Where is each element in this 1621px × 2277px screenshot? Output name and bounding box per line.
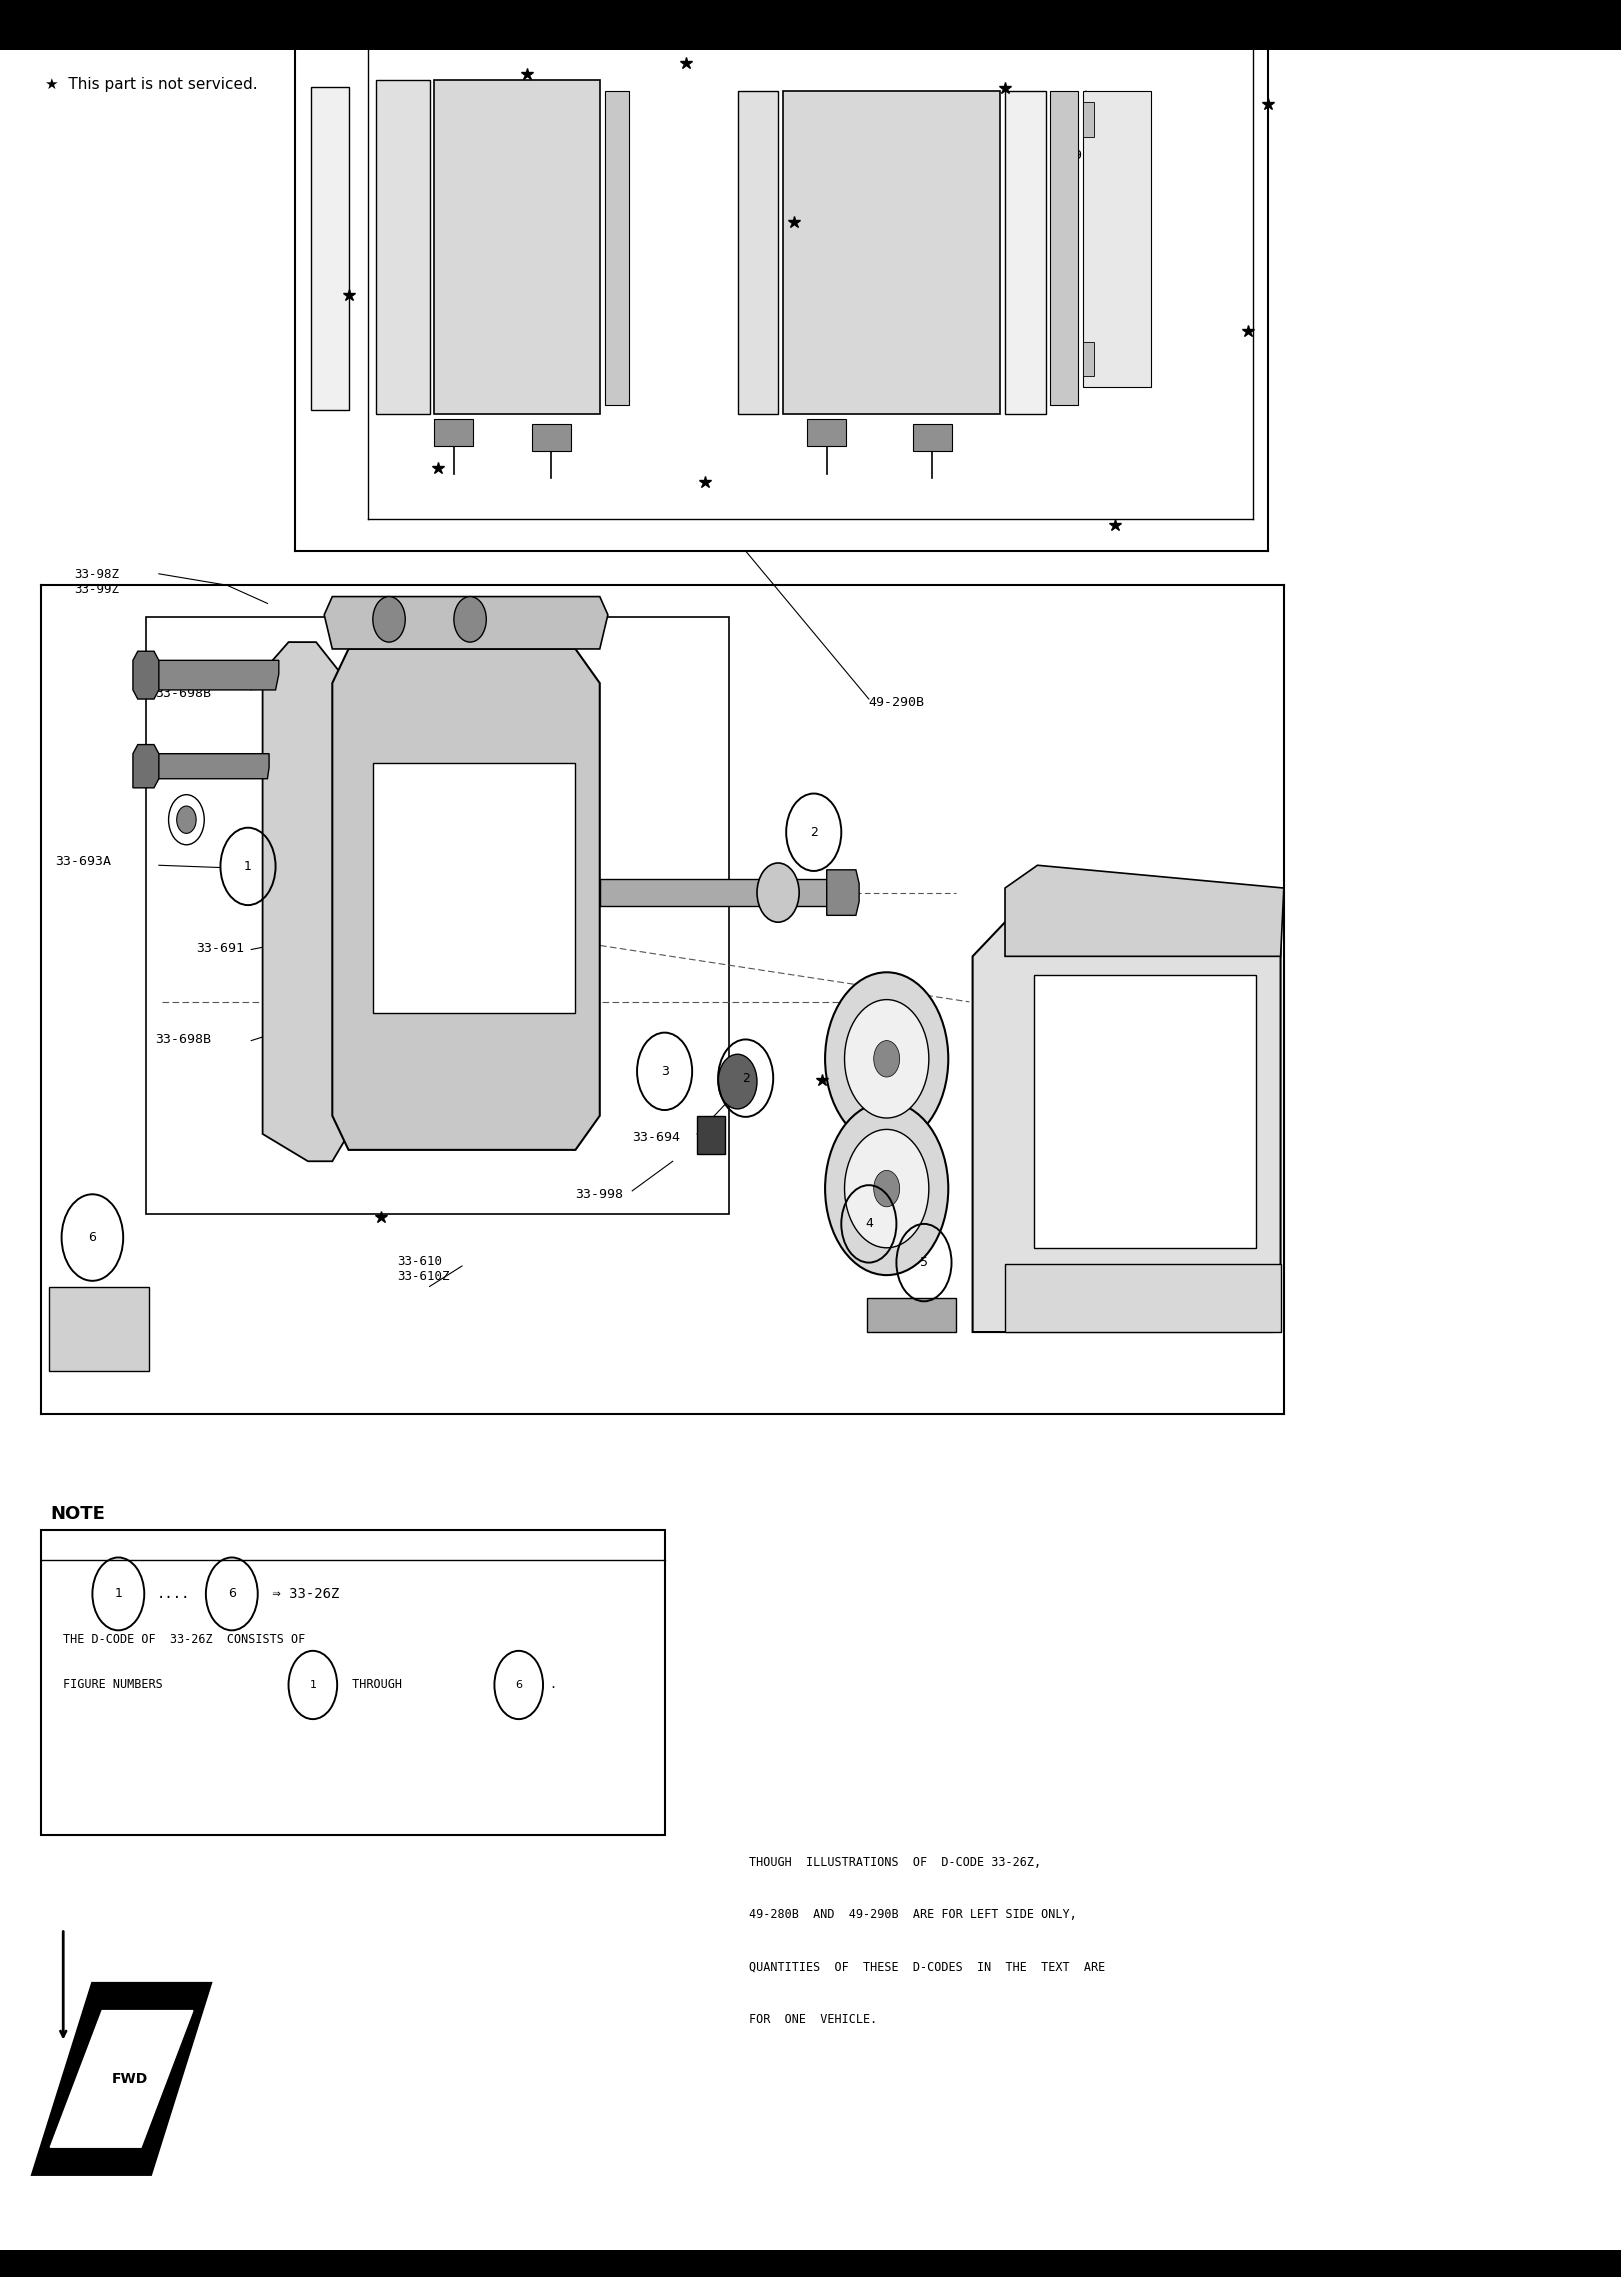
Polygon shape <box>1005 91 1046 414</box>
Bar <box>146 617 729 1214</box>
Polygon shape <box>324 597 608 649</box>
Polygon shape <box>600 879 827 906</box>
Polygon shape <box>1083 91 1151 387</box>
Text: 2: 2 <box>742 1072 749 1084</box>
Text: 2: 2 <box>810 827 817 838</box>
Text: 49-290B: 49-290B <box>869 697 926 708</box>
Text: 49-280B  AND  49-290B  ARE FOR LEFT SIDE ONLY,: 49-280B AND 49-290B ARE FOR LEFT SIDE ON… <box>749 1908 1076 1922</box>
Polygon shape <box>1005 865 1284 956</box>
Circle shape <box>757 863 799 922</box>
Polygon shape <box>1034 975 1256 1248</box>
Circle shape <box>718 1054 757 1109</box>
Text: 3: 3 <box>661 1066 668 1077</box>
Polygon shape <box>434 419 473 446</box>
Polygon shape <box>32 1983 211 2175</box>
Text: QUANTITIES  OF  THESE  D-CODES  IN  THE  TEXT  ARE: QUANTITIES OF THESE D-CODES IN THE TEXT … <box>749 1960 1106 1974</box>
Bar <box>0 2250 1621 2277</box>
Polygon shape <box>973 888 1281 1332</box>
Polygon shape <box>913 424 952 451</box>
Polygon shape <box>1083 342 1094 376</box>
Text: 33-610
33-610Z: 33-610 33-610Z <box>397 1255 449 1284</box>
Text: 1: 1 <box>310 1680 316 1690</box>
Polygon shape <box>532 424 571 451</box>
Polygon shape <box>867 1298 956 1332</box>
Circle shape <box>845 1000 929 1118</box>
Text: 6: 6 <box>229 1587 235 1601</box>
Polygon shape <box>1005 1264 1281 1332</box>
Text: NOTE: NOTE <box>50 1505 105 1523</box>
Circle shape <box>845 1129 929 1248</box>
Bar <box>41 1530 665 1835</box>
Circle shape <box>373 597 405 642</box>
Polygon shape <box>697 1116 725 1154</box>
Polygon shape <box>50 2011 193 2147</box>
Polygon shape <box>1083 102 1094 137</box>
Text: FIGURE NUMBERS: FIGURE NUMBERS <box>63 1678 170 1692</box>
Circle shape <box>825 1102 948 1275</box>
Polygon shape <box>376 80 430 414</box>
Polygon shape <box>263 642 349 1161</box>
Text: THOUGH  ILLUSTRATIONS  OF  D-CODE 33-26Z,: THOUGH ILLUSTRATIONS OF D-CODE 33-26Z, <box>749 1856 1041 1869</box>
Polygon shape <box>807 419 846 446</box>
Polygon shape <box>1050 91 1078 405</box>
Polygon shape <box>738 91 778 414</box>
Text: 49-280B: 49-280B <box>1067 150 1123 162</box>
Text: FOR  ONE  VEHICLE.: FOR ONE VEHICLE. <box>749 2013 877 2027</box>
Polygon shape <box>311 87 349 410</box>
Text: 4: 4 <box>866 1218 872 1230</box>
Circle shape <box>454 597 486 642</box>
Text: 5: 5 <box>921 1257 927 1268</box>
Text: 1: 1 <box>115 1587 122 1601</box>
Polygon shape <box>373 763 575 1013</box>
Text: ★  This part is not serviced.: ★ This part is not serviced. <box>45 77 258 91</box>
Text: 33-998: 33-998 <box>575 1189 624 1200</box>
Circle shape <box>177 806 196 833</box>
Text: 6: 6 <box>515 1680 522 1690</box>
Polygon shape <box>133 745 159 788</box>
Text: 6: 6 <box>89 1232 96 1243</box>
Polygon shape <box>605 91 629 405</box>
Text: THROUGH: THROUGH <box>345 1678 410 1692</box>
Polygon shape <box>434 80 600 414</box>
Text: FWD: FWD <box>112 2072 148 2086</box>
Text: 1: 1 <box>245 861 251 872</box>
Text: 33-698B: 33-698B <box>156 688 212 699</box>
Circle shape <box>169 795 204 845</box>
Text: 33-698B: 33-698B <box>156 1034 212 1045</box>
Text: .: . <box>550 1678 556 1692</box>
Text: 33-691: 33-691 <box>196 943 245 954</box>
Polygon shape <box>149 754 269 779</box>
Polygon shape <box>332 649 600 1150</box>
Polygon shape <box>783 91 1000 414</box>
Text: THE D-CODE OF  33-26Z  CONSISTS OF: THE D-CODE OF 33-26Z CONSISTS OF <box>63 1633 305 1646</box>
Polygon shape <box>149 660 279 690</box>
Text: 33-98Z
33-99Z: 33-98Z 33-99Z <box>75 567 120 597</box>
Text: ....: .... <box>157 1587 191 1601</box>
Text: ⇒ 33-26Z: ⇒ 33-26Z <box>264 1587 339 1601</box>
Text: 33-280B
33-280X: 33-280B 33-280X <box>1148 1280 1200 1309</box>
Text: 33-693A: 33-693A <box>55 856 112 868</box>
Polygon shape <box>827 870 859 915</box>
Circle shape <box>874 1170 900 1207</box>
Polygon shape <box>49 1287 149 1371</box>
Circle shape <box>825 972 948 1145</box>
Text: 33-694: 33-694 <box>632 1132 681 1143</box>
Polygon shape <box>133 651 159 699</box>
Circle shape <box>874 1041 900 1077</box>
Bar <box>0 0 1621 50</box>
